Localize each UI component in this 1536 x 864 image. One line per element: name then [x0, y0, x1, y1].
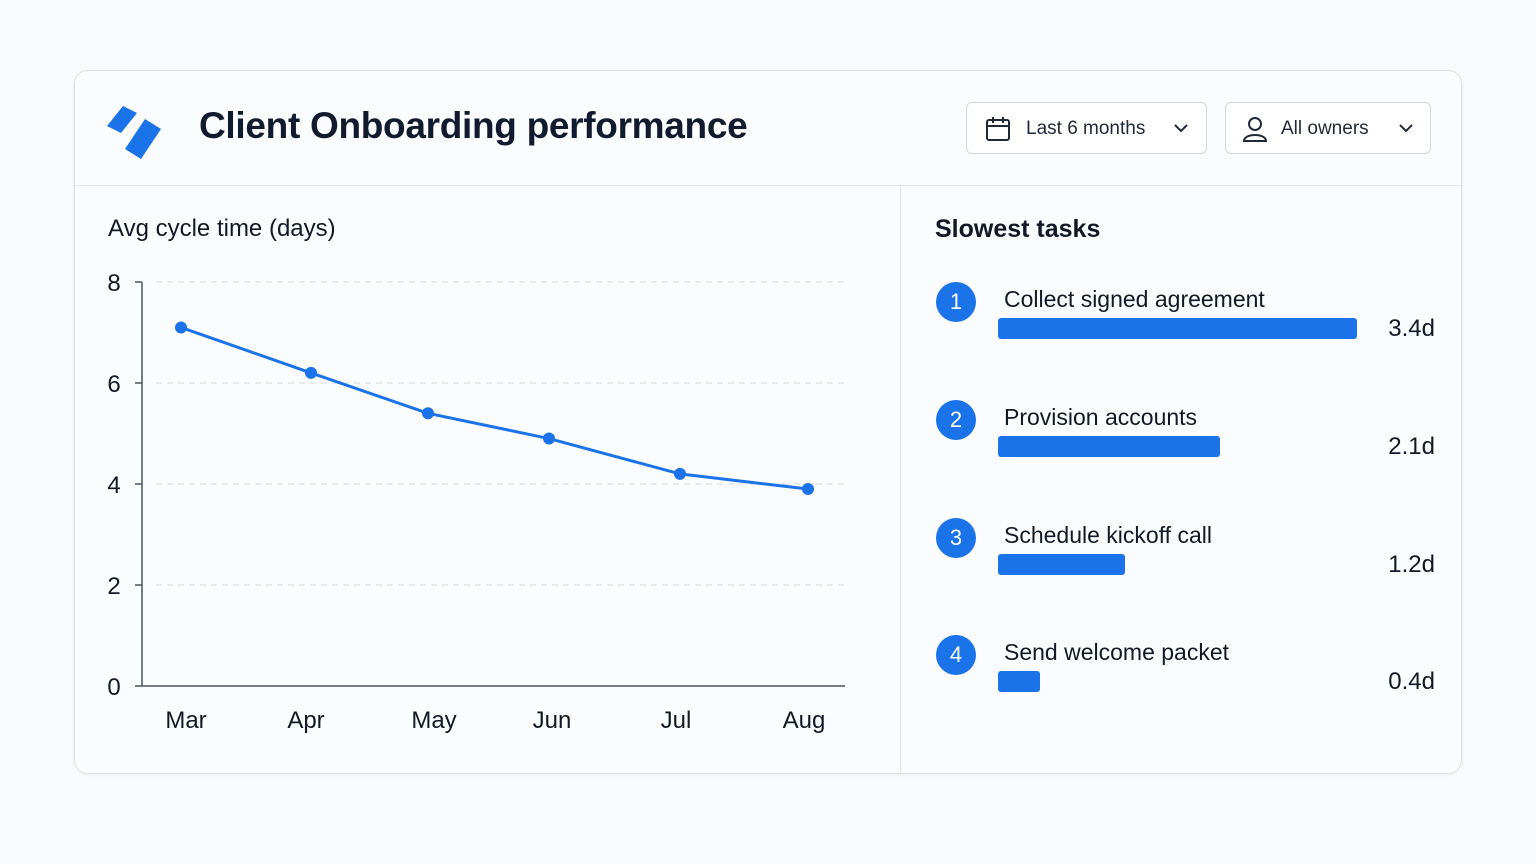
series-line: [180, 326, 809, 491]
card-header: Client Onboarding performance Last 6 mon…: [75, 71, 1461, 186]
data-point: [422, 407, 434, 420]
task-duration-value: 0.4d: [1388, 668, 1435, 695]
x-tick-label: Mar: [165, 707, 206, 734]
task-rank-badge: 1: [936, 282, 976, 322]
task-row: 1 Collect signed agreement 3.4d: [935, 274, 1435, 354]
y-tick-label: 0: [107, 674, 120, 701]
task-duration-bar: [998, 436, 1220, 457]
task-rank-badge: 4: [936, 635, 976, 675]
y-tick-label: 8: [107, 270, 120, 297]
date-range-label: Last 6 months: [1026, 118, 1146, 139]
chevron-down-icon: [1399, 124, 1413, 133]
task-duration-bar: [998, 318, 1357, 339]
task-name: Send welcome packet: [1004, 639, 1230, 665]
x-tick-label: May: [411, 707, 456, 734]
owner-label: All owners: [1281, 118, 1369, 139]
task-name: Schedule kickoff call: [1004, 522, 1212, 548]
data-point: [543, 432, 555, 445]
task-row: 4 Send welcome packet 0.4d: [935, 627, 1435, 707]
y-tick-label: 6: [107, 371, 120, 398]
user-icon: [1242, 117, 1268, 142]
task-duration-value: 3.4d: [1388, 315, 1435, 342]
task-row: 3 Schedule kickoff call 1.2d: [935, 510, 1435, 590]
chart-title: Avg cycle time (days): [108, 215, 336, 242]
slowest-tasks-title: Slowest tasks: [935, 215, 1101, 243]
task-name: Provision accounts: [1004, 404, 1198, 430]
data-point: [674, 467, 686, 480]
chevron-down-icon: [1174, 124, 1188, 133]
task-duration-bar: [998, 554, 1125, 575]
owner-dropdown[interactable]: All owners: [1225, 102, 1431, 154]
task-duration-bar: [998, 671, 1040, 692]
x-tick-label: Jun: [533, 707, 572, 734]
page-title: Client Onboarding performance: [199, 105, 748, 146]
x-tick-label: Aug: [783, 707, 826, 734]
dashboard-card: Client Onboarding performance Last 6 mon…: [74, 70, 1462, 774]
task-rank-badge: 2: [936, 400, 976, 440]
calendar-icon: [986, 117, 1010, 141]
panel-divider: [900, 185, 901, 773]
y-tick-label: 4: [107, 472, 120, 499]
task-row: 2 Provision accounts 2.1d: [935, 392, 1435, 472]
x-tick-label: Jul: [661, 707, 692, 734]
x-tick-label: Apr: [287, 707, 324, 734]
data-point: [305, 366, 317, 379]
cycle-time-chart: 0 2 4 6 8 Mar Apr May Jun Jul Aug: [107, 270, 845, 734]
brand-logo: [107, 106, 161, 159]
data-point: [175, 321, 187, 334]
task-rank-badge: 3: [936, 518, 976, 558]
date-range-dropdown[interactable]: Last 6 months: [966, 102, 1207, 154]
task-name: Collect signed agreement: [1004, 286, 1265, 312]
task-duration-value: 1.2d: [1388, 551, 1435, 578]
task-duration-value: 2.1d: [1388, 433, 1435, 460]
data-point: [802, 483, 814, 496]
y-tick-label: 2: [107, 573, 120, 600]
